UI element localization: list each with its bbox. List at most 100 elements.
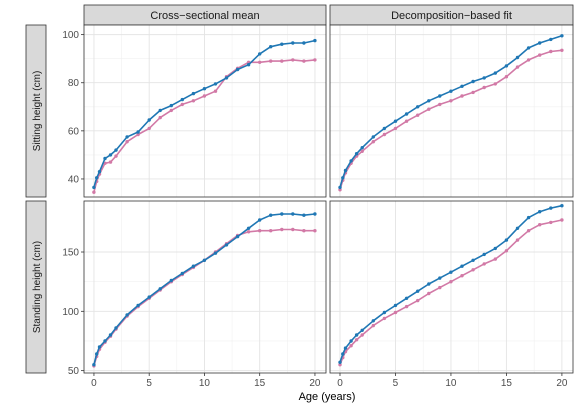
data-point <box>280 212 284 216</box>
x-tick-label: 10 <box>199 378 211 389</box>
row-strip <box>25 24 47 198</box>
data-point <box>125 135 129 139</box>
data-point <box>136 303 140 308</box>
panel-background <box>330 201 573 373</box>
data-point <box>338 360 342 364</box>
data-point <box>291 41 295 45</box>
data-point <box>97 170 102 174</box>
x-tick-label: 0 <box>337 378 343 389</box>
data-point <box>97 345 102 349</box>
data-point <box>515 226 520 230</box>
data-point <box>258 60 262 64</box>
data-point <box>382 310 387 315</box>
x-tick-label: 20 <box>309 378 321 389</box>
data-point <box>280 42 284 46</box>
data-point <box>538 41 542 45</box>
data-point <box>482 252 486 257</box>
panel-border <box>83 24 327 198</box>
data-point <box>343 168 348 173</box>
data-point <box>103 156 107 161</box>
data-point <box>416 113 420 117</box>
data-point <box>404 296 409 300</box>
data-point <box>371 319 375 323</box>
data-point <box>349 339 353 343</box>
data-point <box>493 257 497 261</box>
data-point <box>269 213 273 217</box>
data-point <box>95 176 99 180</box>
data-point <box>169 103 173 108</box>
data-point <box>438 276 442 280</box>
data-point <box>360 149 364 153</box>
panel-border <box>329 200 574 374</box>
y-tick-label: 150 <box>62 248 79 259</box>
data-point <box>269 59 273 63</box>
data-point <box>313 212 317 216</box>
data-point <box>169 108 173 113</box>
data-point <box>147 295 151 299</box>
data-point <box>258 218 262 222</box>
data-point <box>280 227 284 232</box>
data-point <box>549 37 553 42</box>
data-point <box>114 326 118 330</box>
data-point <box>427 291 431 296</box>
x-tick-label: 10 <box>445 378 457 389</box>
data-point <box>560 48 564 52</box>
data-point <box>515 65 520 69</box>
data-point <box>449 89 453 93</box>
data-point <box>549 49 553 54</box>
data-point <box>313 58 317 62</box>
panel-border <box>83 200 327 374</box>
row-strip-label: Standing height (cm) <box>32 241 43 333</box>
data-point <box>103 339 107 343</box>
data-point <box>354 338 359 342</box>
data-point <box>302 41 306 45</box>
data-point <box>291 227 295 232</box>
y-tick-label: 60 <box>68 126 80 137</box>
data-point <box>108 160 113 164</box>
data-point <box>258 52 262 56</box>
data-point <box>108 153 113 157</box>
y-tick-label: 80 <box>68 78 80 89</box>
y-tick-label: 100 <box>62 30 79 41</box>
data-point <box>504 238 509 242</box>
data-point <box>382 126 387 131</box>
x-tick-label: 5 <box>393 378 399 389</box>
data-point <box>302 229 306 233</box>
y-tick-label: 40 <box>68 174 80 185</box>
data-point <box>354 152 359 156</box>
data-point <box>460 274 464 278</box>
panel-background <box>84 25 326 197</box>
data-point <box>108 333 113 337</box>
data-point <box>235 234 240 239</box>
data-point <box>393 303 398 308</box>
data-point <box>427 99 431 103</box>
data-point <box>371 135 375 139</box>
panel <box>329 24 574 198</box>
data-point <box>191 91 196 96</box>
data-point <box>449 270 453 274</box>
data-point <box>482 262 486 266</box>
data-point <box>246 226 251 230</box>
data-point <box>360 328 364 332</box>
data-point <box>92 190 96 194</box>
data-point <box>493 82 497 86</box>
data-point <box>526 58 531 62</box>
data-point <box>191 264 196 268</box>
data-point <box>560 204 564 208</box>
data-point <box>382 316 387 321</box>
data-point <box>504 64 509 68</box>
data-point <box>246 230 251 234</box>
data-point <box>291 58 295 62</box>
data-point <box>354 333 359 337</box>
data-point <box>246 62 251 67</box>
data-point <box>393 310 398 315</box>
data-point <box>427 107 431 111</box>
data-point <box>169 278 173 283</box>
data-point <box>213 251 218 255</box>
data-point <box>471 90 475 95</box>
data-point <box>393 119 398 123</box>
data-point <box>269 229 273 233</box>
data-point <box>338 185 342 190</box>
row-strip <box>25 200 47 374</box>
data-point <box>349 344 353 348</box>
